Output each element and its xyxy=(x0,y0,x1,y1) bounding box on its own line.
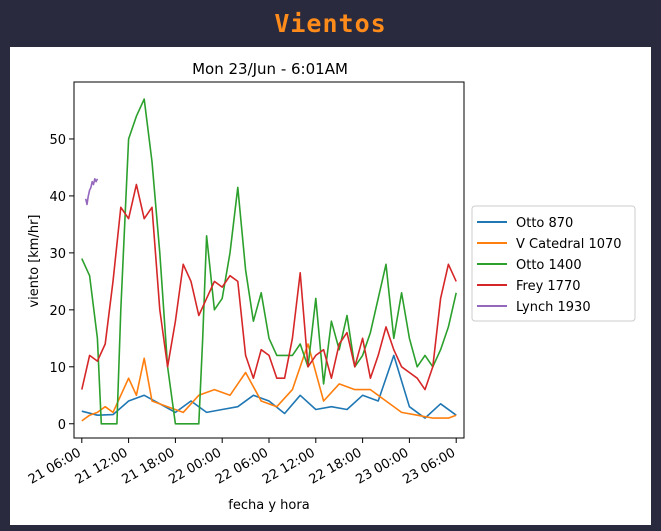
x-tick-label: 22 06:00 xyxy=(213,445,271,487)
legend-label: Otto 1400 xyxy=(516,258,582,273)
x-tick-label: 22 18:00 xyxy=(307,445,365,487)
y-tick-label: 40 xyxy=(49,190,66,205)
x-axis-label: fecha y hora xyxy=(228,498,309,513)
series-line-1 xyxy=(81,343,457,422)
y-axis-label: viento [km/hr] xyxy=(27,214,42,307)
legend-label: V Catedral 1070 xyxy=(516,237,622,252)
legend-box xyxy=(471,205,636,322)
legend-label: Frey 1770 xyxy=(516,279,581,294)
x-tick-label: 22 00:00 xyxy=(166,445,224,487)
x-tick-label: 23 06:00 xyxy=(400,445,458,487)
series-line-2 xyxy=(81,98,457,425)
y-tick-label: 50 xyxy=(49,133,66,148)
y-tick-label: 30 xyxy=(49,247,66,262)
y-tick-label: 0 xyxy=(58,418,66,433)
wind-chart: Mon 23/Jun - 6:01AM viento [km/hr] fecha… xyxy=(26,60,636,513)
x-tick-label: 21 06:00 xyxy=(26,445,84,487)
y-tick-label: 10 xyxy=(49,361,66,376)
x-tick-label: 22 12:00 xyxy=(260,445,318,487)
x-tick-label: 21 18:00 xyxy=(120,445,178,487)
legend-label: Otto 870 xyxy=(516,216,573,231)
y-tick-label: 20 xyxy=(49,304,66,319)
legend: Otto 870 V Catedral 1070 Otto 1400 Frey 177… xyxy=(471,205,636,322)
series-layer xyxy=(81,98,457,425)
chart-title: Mon 23/Jun - 6:01AM xyxy=(192,60,348,78)
series-line-3 xyxy=(81,183,457,391)
app-title: Vientos xyxy=(274,8,387,38)
plot-frame xyxy=(73,81,465,439)
legend-label: Lynch 1930 xyxy=(516,300,591,315)
app-header: Vientos xyxy=(0,0,661,46)
series-line-4 xyxy=(84,178,99,206)
x-tick-label: 23 00:00 xyxy=(354,445,412,487)
chart-panel: Mon 23/Jun - 6:01AM viento [km/hr] fecha… xyxy=(10,47,651,525)
x-tick-label: 21 12:00 xyxy=(73,445,131,487)
series-line-0 xyxy=(81,354,457,419)
